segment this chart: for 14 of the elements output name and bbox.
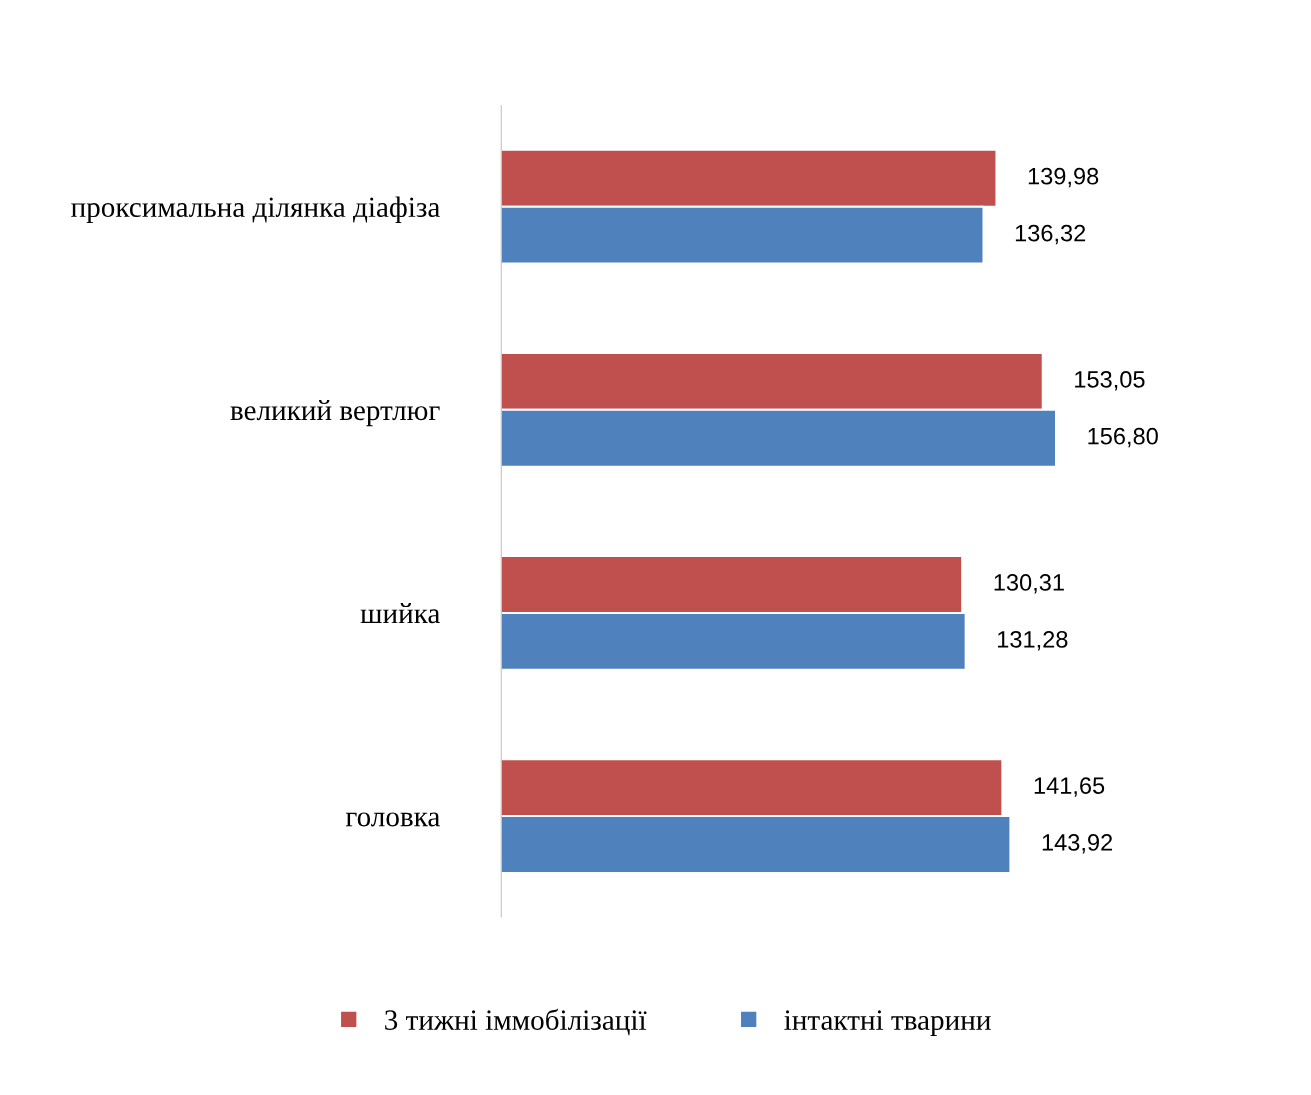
data-label: 156,80 [1088, 427, 1158, 448]
data-label: 130,31 [994, 574, 1064, 594]
y-tick-label: шийка [360, 603, 440, 624]
y-tick-label: проксимальна ділянка діафіза [71, 196, 440, 224]
y-tick-label: головка [345, 812, 440, 827]
data-label: 131,28 [998, 630, 1068, 651]
y-tick-label: великий вертлюг [230, 399, 440, 427]
legend-label: 3 тижні іммобілізації [385, 1008, 647, 1036]
data-label: 143,92 [1042, 834, 1113, 854]
data-label: 136,32 [1015, 224, 1086, 245]
data-label: 139,98 [1028, 167, 1099, 188]
data-label: 141,65 [1034, 777, 1105, 797]
data-label: 153,05 [1075, 370, 1145, 391]
legend-label: інтактні тварини [784, 1010, 991, 1036]
